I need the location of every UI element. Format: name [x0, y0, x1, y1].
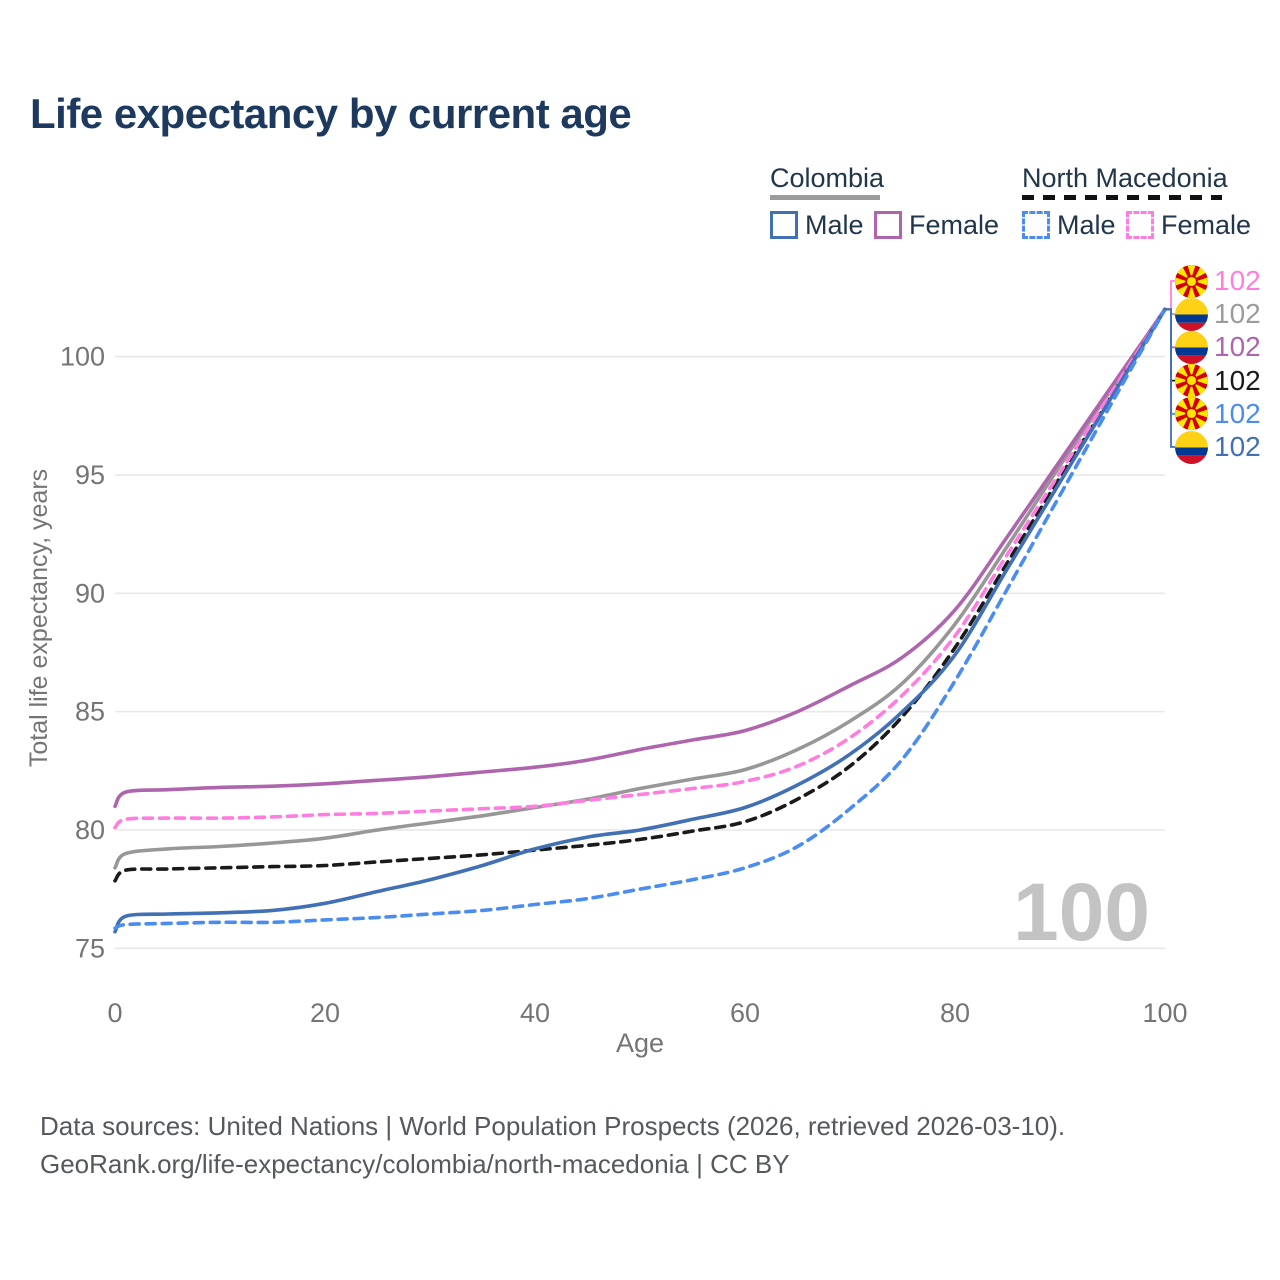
end-value-label: 102	[1214, 364, 1261, 396]
y-tick-label: 90	[75, 578, 105, 608]
y-tick-label: 80	[75, 815, 105, 845]
legend-item-label: Female	[1161, 209, 1252, 240]
end-label-colombia-female: 102	[1175, 330, 1261, 364]
end-value-label: 102	[1214, 331, 1261, 363]
footer-data-sources: Data sources: United Nations | World Pop…	[40, 1111, 1066, 1141]
end-value-label: 102	[1214, 298, 1261, 330]
x-tick-label: 100	[1142, 998, 1187, 1028]
legend-swatch-colombia-female	[874, 211, 902, 239]
x-tick-label: 80	[940, 998, 970, 1028]
x-tick-label: 0	[107, 998, 122, 1028]
footer: Data sources: United Nations | World Pop…	[40, 1108, 1240, 1183]
colombia-flag-icon	[1175, 330, 1208, 364]
colombia-flag-icon	[1175, 430, 1208, 464]
legend-item-north-macedonia-male: Male	[1022, 209, 1116, 241]
end-label-north-macedonia: 102	[1175, 364, 1261, 398]
series-line-north-macedonia-female	[113, 307, 1167, 830]
legend-item-colombia-female: Female	[874, 209, 999, 241]
legend-item-label: Male	[805, 209, 864, 240]
end-label-colombia: 102	[1175, 297, 1261, 331]
footer-attribution: GeoRank.org/life-expectancy/colombia/nor…	[40, 1148, 790, 1179]
x-tick-label: 40	[520, 998, 550, 1028]
series-line-north-macedonia	[113, 307, 1167, 883]
y-tick-label: 85	[75, 697, 105, 727]
legend-item-colombia-male: Male	[770, 209, 864, 241]
north-macedonia-flag-icon	[1175, 364, 1208, 398]
series-line-colombia-male	[113, 307, 1167, 934]
y-tick-label: 100	[60, 342, 105, 372]
legend-swatch-north-macedonia-female	[1126, 211, 1154, 239]
y-axis-title: Total life expectancy, years	[25, 469, 53, 767]
y-tick-label: 75	[75, 933, 105, 963]
age-counter-watermark: 100	[1013, 867, 1150, 958]
legend-group-title-colombia: Colombia	[770, 163, 885, 193]
end-value-label: 102	[1214, 265, 1261, 296]
page-title: Life expectancy by current age	[30, 90, 632, 137]
series-line-colombia-female	[113, 307, 1167, 809]
series-line-north-macedonia-male	[113, 307, 1167, 930]
end-label-north-macedonia-female: 102	[1175, 264, 1261, 298]
legend-item-north-macedonia-female: Female	[1126, 209, 1251, 241]
legend-swatch-north-macedonia-male	[1022, 211, 1050, 239]
colombia-flag-icon	[1175, 297, 1208, 331]
x-axis-title: Age	[616, 1028, 664, 1058]
end-label-north-macedonia-male: 102	[1175, 397, 1261, 431]
legend-underline-north-macedonia	[1022, 195, 1222, 200]
legend-swatch-colombia-male	[770, 211, 798, 239]
x-tick-label: 20	[310, 998, 340, 1028]
end-value-label: 102	[1214, 431, 1261, 462]
legend-item-label: Male	[1057, 209, 1116, 240]
x-tick-label: 60	[730, 998, 760, 1028]
end-value-label: 102	[1214, 397, 1261, 429]
series-line-colombia	[113, 307, 1167, 870]
legend-underline-colombia	[770, 195, 880, 200]
y-tick-label: 95	[75, 460, 105, 490]
legend-item-label: Female	[909, 209, 1000, 240]
north-macedonia-flag-icon	[1175, 264, 1208, 298]
end-label-colombia-male: 102	[1175, 430, 1261, 464]
north-macedonia-flag-icon	[1175, 397, 1208, 431]
end-label-leader-colombia-male	[1163, 308, 1177, 448]
legend-group-title-north-macedonia: North Macedonia	[1022, 163, 1228, 193]
